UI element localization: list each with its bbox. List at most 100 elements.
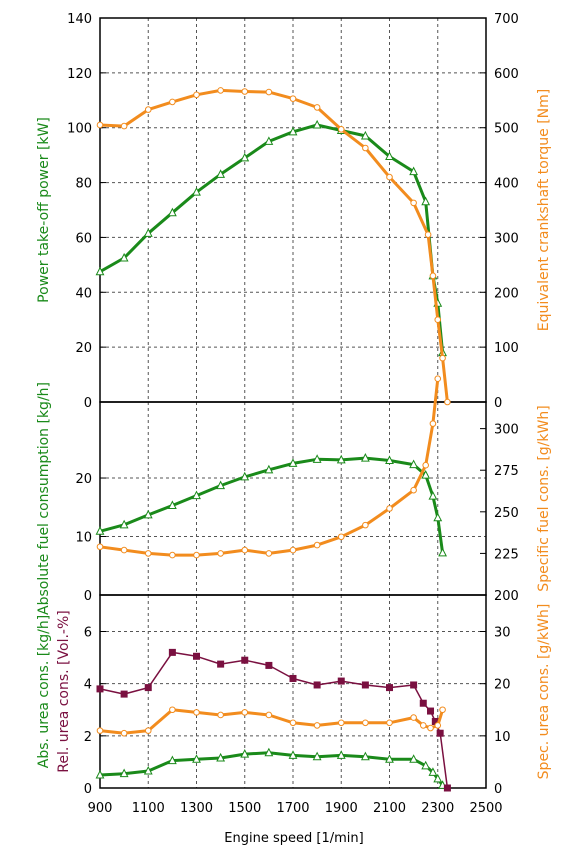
data-point-triangle: [95, 266, 105, 276]
data-point-triangle: [312, 119, 322, 129]
data-point-triangle: [216, 480, 226, 490]
data-point-triangle: [264, 464, 274, 474]
data-point-triangle: [421, 196, 431, 206]
data-point-square: [168, 648, 176, 656]
left-tick-label: 6: [84, 626, 92, 641]
data-point-circle: [193, 551, 200, 559]
left-tick-label: 40: [75, 286, 92, 301]
data-point-square: [443, 784, 451, 792]
data-point-circle: [144, 106, 152, 113]
data-point-triangle: [240, 152, 250, 162]
left-axis-label: Abs. urea cons. [kg/h]: [36, 615, 52, 768]
data-point-triangle: [428, 767, 438, 776]
right-axis-label: Spec. urea cons. [g/kWh]: [536, 604, 552, 780]
right-tick-label: 200: [494, 286, 519, 301]
data-point-circle: [289, 95, 297, 102]
data-point-circle: [120, 546, 128, 554]
data-point-circle: [289, 546, 297, 554]
data-point-square: [361, 681, 369, 689]
data-point-triangle: [360, 453, 370, 462]
data-point-circle: [217, 87, 224, 94]
left-tick-label: 20: [75, 341, 92, 356]
right-tick-label: 0: [494, 396, 502, 411]
data-point-triangle: [385, 151, 394, 161]
data-point-circle: [434, 316, 442, 324]
data-point-triangle: [421, 760, 431, 770]
data-point-square: [120, 690, 128, 698]
x-tick-label: 1500: [228, 801, 261, 816]
right-tick-label: 275: [494, 464, 519, 479]
data-point-circle: [313, 104, 321, 111]
data-point-circle: [337, 126, 345, 133]
data-point-circle: [96, 121, 104, 129]
right-tick-label: 200: [494, 589, 519, 604]
data-point-triangle: [240, 749, 250, 758]
data-point-triangle: [409, 459, 419, 469]
data-point-circle: [410, 714, 417, 721]
data-point-triangle: [119, 768, 129, 778]
data-point-triangle: [143, 765, 153, 775]
series-line: [99, 456, 445, 554]
data-point-circle: [169, 551, 176, 559]
data-point-triangle: [192, 754, 201, 763]
data-point-triangle: [312, 751, 322, 761]
data-point-triangle: [288, 126, 298, 136]
left-tick-label: 4: [84, 678, 92, 693]
data-point-circle: [434, 375, 442, 383]
data-point-triangle: [264, 136, 274, 145]
left-tick-label: 2: [84, 730, 92, 745]
left-tick-label: 10: [75, 531, 92, 546]
data-point-triangle: [240, 471, 250, 481]
data-point-triangle: [288, 750, 298, 759]
data-point-triangle: [167, 755, 177, 765]
data-point-triangle: [360, 751, 370, 761]
data-point-circle: [313, 722, 321, 729]
left-axis-label: Absolute fuel consumption [kg/h]: [36, 382, 52, 615]
data-point-triangle: [143, 509, 153, 519]
right-axis-label: Specific fuel cons. [g/kWh]: [536, 405, 552, 591]
data-point-circle: [362, 719, 369, 727]
data-point-circle: [313, 541, 321, 549]
data-point-circle: [422, 461, 429, 469]
data-point-square: [427, 707, 435, 715]
data-point-circle: [386, 719, 393, 727]
right-tick-label: 0: [494, 782, 502, 797]
data-point-triangle: [360, 130, 370, 140]
data-point-circle: [265, 88, 273, 96]
left-tick-label: 0: [84, 782, 92, 797]
data-point-triangle: [216, 752, 226, 762]
data-point-triangle: [409, 166, 419, 176]
right-tick-label: 250: [494, 506, 519, 521]
x-tick-label: 1100: [132, 801, 165, 816]
data-point-square: [410, 681, 418, 689]
data-point-circle: [217, 550, 224, 557]
data-point-circle: [241, 709, 249, 716]
data-point-triangle: [288, 458, 298, 467]
data-point-circle: [429, 272, 437, 280]
left-tick-label: 140: [67, 12, 92, 27]
data-point-circle: [386, 505, 393, 512]
right-tick-label: 20: [494, 678, 511, 693]
data-point-circle: [144, 727, 152, 734]
data-point-circle: [96, 543, 104, 551]
left-axis-label-2: Rel. urea cons. [Vol.-%]: [56, 610, 72, 772]
x-axis-label: Engine speed [1/min]: [224, 831, 363, 846]
data-point-circle: [337, 533, 345, 541]
right-tick-label: 600: [494, 67, 519, 82]
data-point-circle: [362, 521, 369, 529]
data-point-circle: [120, 122, 128, 130]
data-point-circle: [96, 727, 104, 734]
x-tick-label: 1300: [180, 801, 213, 816]
left-tick-label: 60: [75, 231, 92, 246]
data-point-triangle: [192, 187, 201, 196]
data-point-square: [193, 652, 200, 660]
data-point-circle: [217, 711, 224, 719]
data-point-triangle: [192, 490, 201, 500]
left-tick-label: 0: [84, 396, 92, 411]
label-layer: Engine speed [1/min] 900 1100 1300 1500 1700…: [36, 12, 552, 846]
x-tick-label: 1900: [325, 801, 358, 816]
right-tick-label: 300: [494, 423, 519, 438]
left-tick-label: 20: [75, 472, 92, 487]
data-point-circle: [410, 199, 417, 207]
data-point-square: [217, 660, 225, 668]
